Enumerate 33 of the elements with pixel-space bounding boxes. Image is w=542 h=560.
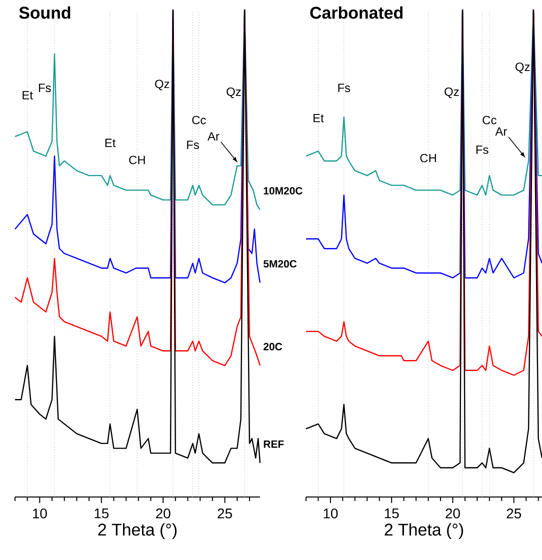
annotation: Fs <box>39 84 51 92</box>
x-tick-label: 10 <box>32 508 47 518</box>
annotation: Qz <box>226 87 241 98</box>
x-axis-title: 2 Theta (°) <box>98 523 177 540</box>
annotation: Ar <box>495 127 507 136</box>
annotation: Et <box>105 138 116 148</box>
x-tick-label: 25 <box>506 508 522 518</box>
series-label: 5M20C <box>264 260 297 268</box>
annotation: Fs <box>476 146 488 154</box>
annotation: Qz <box>444 87 459 98</box>
x-tick-label: 20 <box>446 508 460 518</box>
series-label: 20C <box>264 342 282 350</box>
annotation: Qz <box>516 62 530 74</box>
chart-title: Carbonated <box>310 6 403 19</box>
annotation: Cc <box>482 116 496 124</box>
annotation: Ar <box>208 132 220 140</box>
annotation: Qz <box>155 80 170 90</box>
x-tick-label: 15 <box>384 508 399 518</box>
annotation: CH <box>420 154 436 162</box>
x-tick-label: 25 <box>218 508 232 518</box>
chart-title: Sound <box>19 6 70 19</box>
annotation: Fs <box>187 140 199 150</box>
annotation: CH <box>129 156 145 164</box>
annotation: Et <box>22 91 33 100</box>
series-label: REF <box>264 440 284 448</box>
x-tick-label: 10 <box>324 508 338 518</box>
annotation: Et <box>314 114 324 122</box>
x-axis-title: 2 Theta (°) <box>384 523 464 540</box>
annotation: Cc <box>192 116 206 124</box>
annotation: Fs <box>338 84 350 92</box>
series-label: 10M20C <box>264 187 302 194</box>
x-tick-label: 20 <box>156 508 170 518</box>
x-tick-label: 15 <box>94 508 109 518</box>
